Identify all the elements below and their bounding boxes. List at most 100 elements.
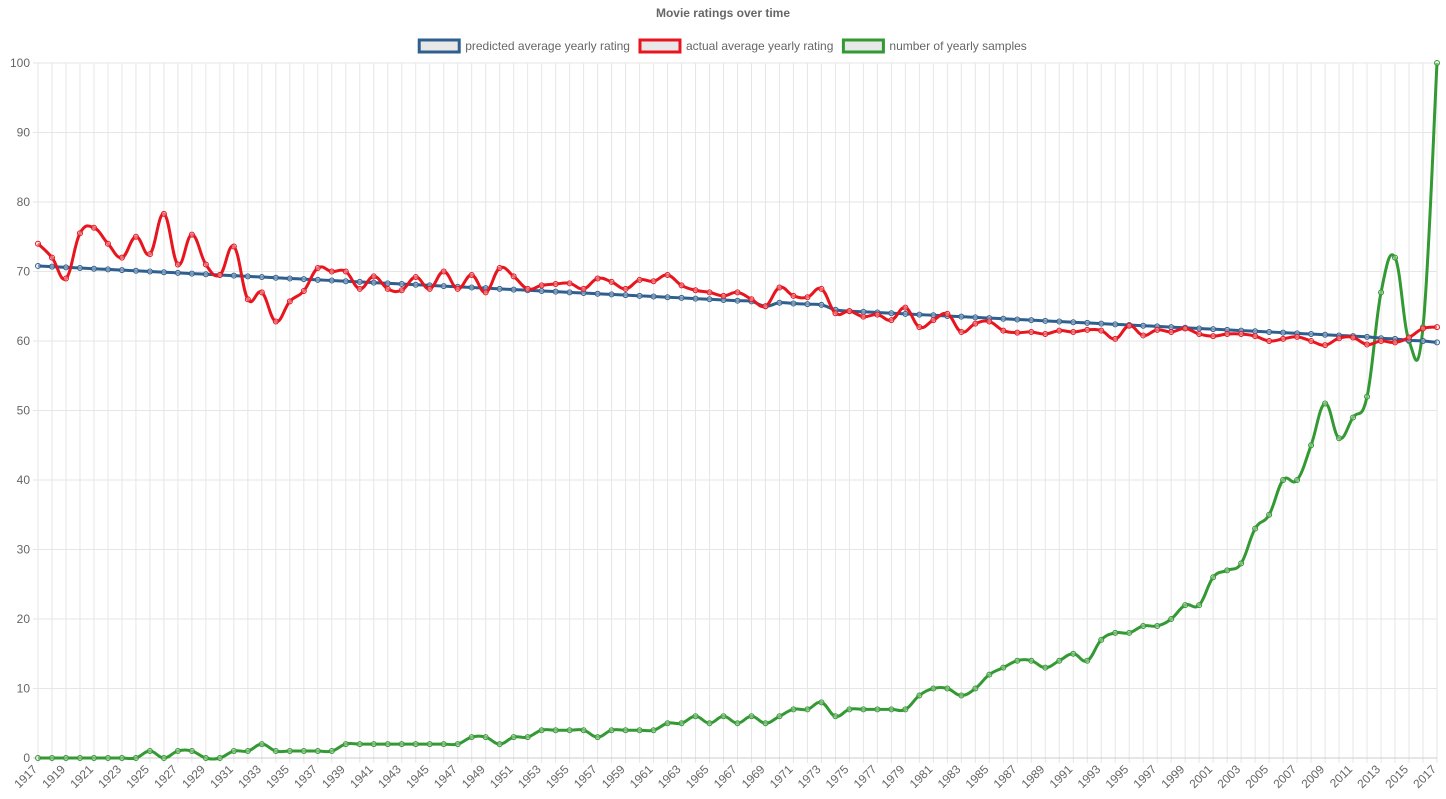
legend-label[interactable]: number of yearly samples bbox=[889, 39, 1026, 53]
data-point[interactable] bbox=[1196, 325, 1203, 332]
data-point[interactable] bbox=[118, 254, 125, 261]
data-point[interactable] bbox=[76, 265, 83, 272]
data-point[interactable] bbox=[62, 755, 69, 761]
data-point[interactable] bbox=[48, 254, 55, 261]
data-point[interactable] bbox=[790, 300, 797, 307]
data-point[interactable] bbox=[356, 741, 363, 748]
data-point[interactable] bbox=[944, 310, 951, 317]
data-point[interactable] bbox=[1378, 289, 1385, 296]
data-point[interactable] bbox=[1252, 328, 1259, 335]
data-point[interactable] bbox=[944, 685, 951, 692]
data-point[interactable] bbox=[720, 296, 727, 303]
data-point[interactable] bbox=[426, 285, 433, 292]
data-point[interactable] bbox=[972, 314, 979, 321]
data-point[interactable] bbox=[1224, 567, 1231, 574]
data-point[interactable] bbox=[608, 278, 615, 285]
data-point[interactable] bbox=[1056, 657, 1063, 664]
data-point[interactable] bbox=[1210, 333, 1217, 340]
data-point[interactable] bbox=[202, 755, 209, 761]
data-point[interactable] bbox=[930, 685, 937, 692]
data-point[interactable] bbox=[776, 713, 783, 720]
data-point[interactable] bbox=[846, 706, 853, 713]
data-point[interactable] bbox=[1014, 657, 1021, 664]
data-point[interactable] bbox=[35, 755, 41, 761]
data-point[interactable] bbox=[1084, 319, 1091, 326]
data-point[interactable] bbox=[454, 741, 461, 748]
data-point[interactable] bbox=[1350, 334, 1357, 341]
data-point[interactable] bbox=[160, 210, 167, 217]
data-point[interactable] bbox=[244, 296, 251, 303]
data-point[interactable] bbox=[706, 289, 713, 296]
data-point[interactable] bbox=[1280, 329, 1287, 336]
data-point[interactable] bbox=[328, 268, 335, 275]
data-point[interactable] bbox=[468, 284, 475, 291]
data-point[interactable] bbox=[874, 311, 881, 318]
data-point[interactable] bbox=[1168, 324, 1175, 331]
data-point[interactable] bbox=[636, 727, 643, 734]
data-point[interactable] bbox=[35, 262, 41, 269]
data-point[interactable] bbox=[1014, 316, 1021, 323]
data-point[interactable] bbox=[524, 285, 531, 292]
data-point[interactable] bbox=[146, 748, 153, 755]
data-point[interactable] bbox=[342, 741, 349, 748]
data-point[interactable] bbox=[342, 278, 349, 285]
data-point[interactable] bbox=[174, 261, 181, 268]
data-point[interactable] bbox=[440, 268, 447, 275]
data-point[interactable] bbox=[664, 271, 671, 278]
data-point[interactable] bbox=[188, 231, 195, 238]
data-point[interactable] bbox=[650, 278, 657, 285]
data-point[interactable] bbox=[412, 274, 419, 281]
data-point[interactable] bbox=[286, 275, 293, 282]
data-point[interactable] bbox=[874, 706, 881, 713]
data-point[interactable] bbox=[1224, 326, 1231, 333]
data-point[interactable] bbox=[76, 755, 83, 761]
data-point[interactable] bbox=[48, 263, 55, 270]
data-point[interactable] bbox=[90, 755, 97, 761]
data-point[interactable] bbox=[552, 288, 559, 295]
data-point[interactable] bbox=[1098, 636, 1105, 643]
data-point[interactable] bbox=[1154, 326, 1161, 333]
data-point[interactable] bbox=[804, 706, 811, 713]
data-point[interactable] bbox=[860, 313, 867, 320]
data-point[interactable] bbox=[1280, 477, 1287, 483]
data-point[interactable] bbox=[636, 292, 643, 299]
data-point[interactable] bbox=[902, 304, 909, 311]
data-point[interactable] bbox=[440, 283, 447, 290]
data-point[interactable] bbox=[1210, 326, 1217, 333]
data-point[interactable] bbox=[818, 301, 825, 308]
data-point[interactable] bbox=[496, 285, 503, 292]
data-point[interactable] bbox=[412, 281, 419, 288]
data-point[interactable] bbox=[1140, 622, 1147, 629]
data-point[interactable] bbox=[342, 268, 349, 275]
data-point[interactable] bbox=[622, 727, 629, 734]
data-point[interactable] bbox=[986, 318, 993, 325]
data-point[interactable] bbox=[790, 706, 797, 713]
data-point[interactable] bbox=[1378, 338, 1385, 344]
legend-swatch[interactable] bbox=[638, 38, 682, 54]
data-point[interactable] bbox=[216, 271, 223, 278]
data-point[interactable] bbox=[1280, 335, 1287, 342]
data-point[interactable] bbox=[1070, 319, 1077, 326]
data-point[interactable] bbox=[930, 312, 937, 319]
data-point[interactable] bbox=[1434, 324, 1440, 331]
data-point[interactable] bbox=[468, 271, 475, 278]
data-point[interactable] bbox=[804, 294, 811, 301]
data-point[interactable] bbox=[356, 278, 363, 285]
data-point[interactable] bbox=[1364, 333, 1371, 340]
data-point[interactable] bbox=[398, 287, 405, 294]
data-point[interactable] bbox=[734, 297, 741, 304]
data-point[interactable] bbox=[104, 266, 111, 273]
data-point[interactable] bbox=[664, 294, 671, 301]
data-point[interactable] bbox=[90, 265, 97, 272]
data-point[interactable] bbox=[1252, 525, 1259, 532]
data-point[interactable] bbox=[1126, 322, 1133, 329]
data-point[interactable] bbox=[1014, 329, 1021, 336]
data-point[interactable] bbox=[706, 296, 713, 303]
legend-swatch[interactable] bbox=[841, 38, 885, 54]
data-point[interactable] bbox=[1336, 435, 1343, 442]
data-point[interactable] bbox=[1364, 341, 1371, 348]
data-point[interactable] bbox=[146, 251, 153, 258]
data-point[interactable] bbox=[244, 273, 251, 280]
data-point[interactable] bbox=[496, 265, 503, 272]
data-point[interactable] bbox=[76, 230, 83, 237]
